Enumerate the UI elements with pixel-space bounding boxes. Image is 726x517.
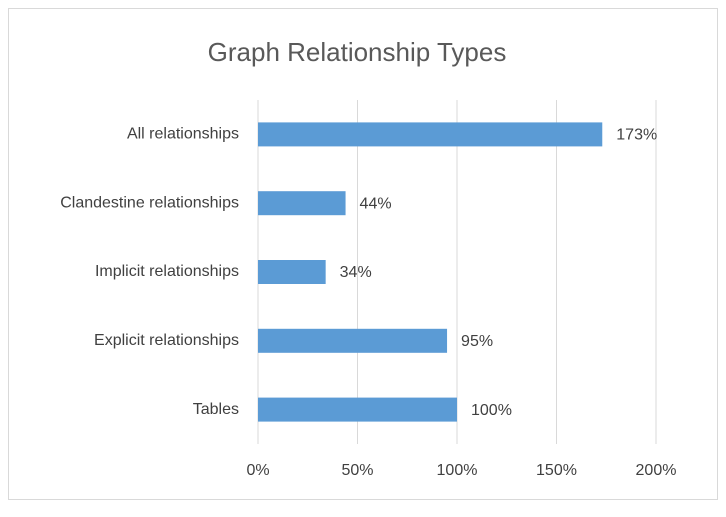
x-tick-label: 0% xyxy=(246,462,269,479)
data-label: 44% xyxy=(360,195,392,212)
y-tick-label: Implicit relationships xyxy=(95,263,239,280)
bar xyxy=(258,328,448,353)
data-label: 95% xyxy=(461,333,493,350)
bar xyxy=(258,397,457,422)
x-tick-label: 100% xyxy=(437,462,478,479)
chart-title: Graph Relationship Types xyxy=(208,37,507,67)
data-label: 173% xyxy=(616,127,657,144)
data-label: 34% xyxy=(340,264,372,281)
y-tick-label: All relationships xyxy=(127,126,239,143)
chart-border xyxy=(8,8,718,500)
x-tick-label: 200% xyxy=(636,462,677,479)
y-tick-label: Tables xyxy=(193,401,239,418)
bar xyxy=(258,260,326,284)
y-tick-label: Explicit relationships xyxy=(94,332,239,349)
x-tick-label: 50% xyxy=(341,462,373,479)
data-label: 100% xyxy=(471,402,512,419)
y-tick-label: Clandestine relationships xyxy=(60,194,239,211)
x-tick-label: 150% xyxy=(536,462,577,479)
bar xyxy=(258,191,346,216)
bar xyxy=(258,122,603,147)
